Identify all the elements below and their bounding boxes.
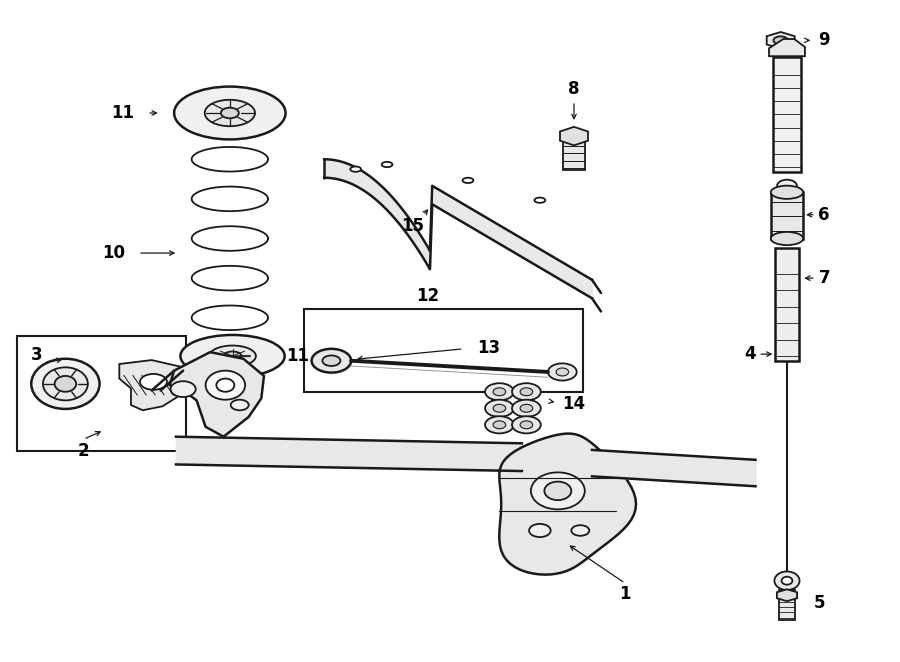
Ellipse shape (774, 571, 799, 590)
Ellipse shape (322, 355, 340, 366)
Ellipse shape (773, 232, 800, 244)
Ellipse shape (140, 374, 166, 390)
Bar (304, 309, 583, 392)
Bar (17, 336, 185, 451)
Ellipse shape (770, 185, 803, 199)
Ellipse shape (55, 376, 76, 392)
Ellipse shape (32, 359, 100, 409)
Ellipse shape (463, 177, 473, 183)
Ellipse shape (512, 416, 541, 434)
Ellipse shape (311, 349, 351, 373)
Ellipse shape (529, 524, 551, 537)
Ellipse shape (520, 404, 533, 412)
Polygon shape (120, 360, 187, 410)
Ellipse shape (204, 100, 255, 126)
Ellipse shape (535, 197, 545, 203)
Ellipse shape (180, 335, 284, 377)
Text: 2: 2 (77, 442, 89, 460)
Text: 1: 1 (619, 585, 631, 603)
Ellipse shape (205, 371, 245, 400)
Ellipse shape (531, 473, 585, 509)
Polygon shape (767, 32, 795, 48)
Text: 9: 9 (818, 31, 830, 50)
Ellipse shape (209, 346, 256, 367)
Ellipse shape (43, 367, 88, 401)
Ellipse shape (773, 36, 788, 44)
Ellipse shape (512, 400, 541, 417)
Bar (770, 192, 803, 238)
Text: 4: 4 (744, 345, 755, 363)
Polygon shape (500, 434, 636, 575)
Text: 11: 11 (111, 104, 134, 122)
Ellipse shape (174, 87, 285, 140)
Bar (563, 136, 585, 171)
Ellipse shape (775, 206, 798, 218)
Ellipse shape (770, 232, 803, 245)
Ellipse shape (512, 383, 541, 401)
Ellipse shape (230, 400, 248, 410)
Text: 14: 14 (562, 395, 586, 412)
Ellipse shape (776, 193, 797, 205)
Bar (775, 248, 798, 361)
Text: 3: 3 (31, 346, 42, 364)
Ellipse shape (493, 388, 506, 396)
Ellipse shape (223, 352, 241, 361)
Ellipse shape (485, 383, 514, 401)
Ellipse shape (485, 416, 514, 434)
Ellipse shape (220, 108, 238, 118)
Bar (772, 57, 801, 173)
Ellipse shape (520, 421, 533, 429)
Ellipse shape (544, 482, 572, 500)
Ellipse shape (493, 404, 506, 412)
Ellipse shape (774, 219, 799, 231)
Ellipse shape (382, 162, 392, 167)
Text: 5: 5 (814, 594, 825, 612)
Text: 11: 11 (286, 347, 310, 365)
Ellipse shape (216, 379, 234, 392)
Ellipse shape (485, 400, 514, 417)
Text: 6: 6 (818, 206, 830, 224)
Text: 12: 12 (416, 287, 439, 305)
Ellipse shape (572, 525, 590, 536)
Ellipse shape (781, 577, 792, 585)
Polygon shape (777, 589, 797, 601)
Ellipse shape (350, 167, 361, 172)
Text: 10: 10 (102, 244, 125, 262)
Bar (778, 590, 795, 620)
Ellipse shape (548, 363, 577, 381)
Polygon shape (769, 39, 805, 56)
Ellipse shape (777, 179, 797, 191)
Ellipse shape (493, 421, 506, 429)
Ellipse shape (520, 388, 533, 396)
Text: 8: 8 (568, 81, 580, 99)
Text: 15: 15 (400, 217, 424, 236)
Ellipse shape (170, 381, 195, 397)
Text: 7: 7 (818, 269, 830, 287)
Polygon shape (169, 352, 264, 437)
Polygon shape (560, 127, 588, 146)
Text: 13: 13 (477, 338, 500, 357)
Ellipse shape (556, 368, 569, 376)
